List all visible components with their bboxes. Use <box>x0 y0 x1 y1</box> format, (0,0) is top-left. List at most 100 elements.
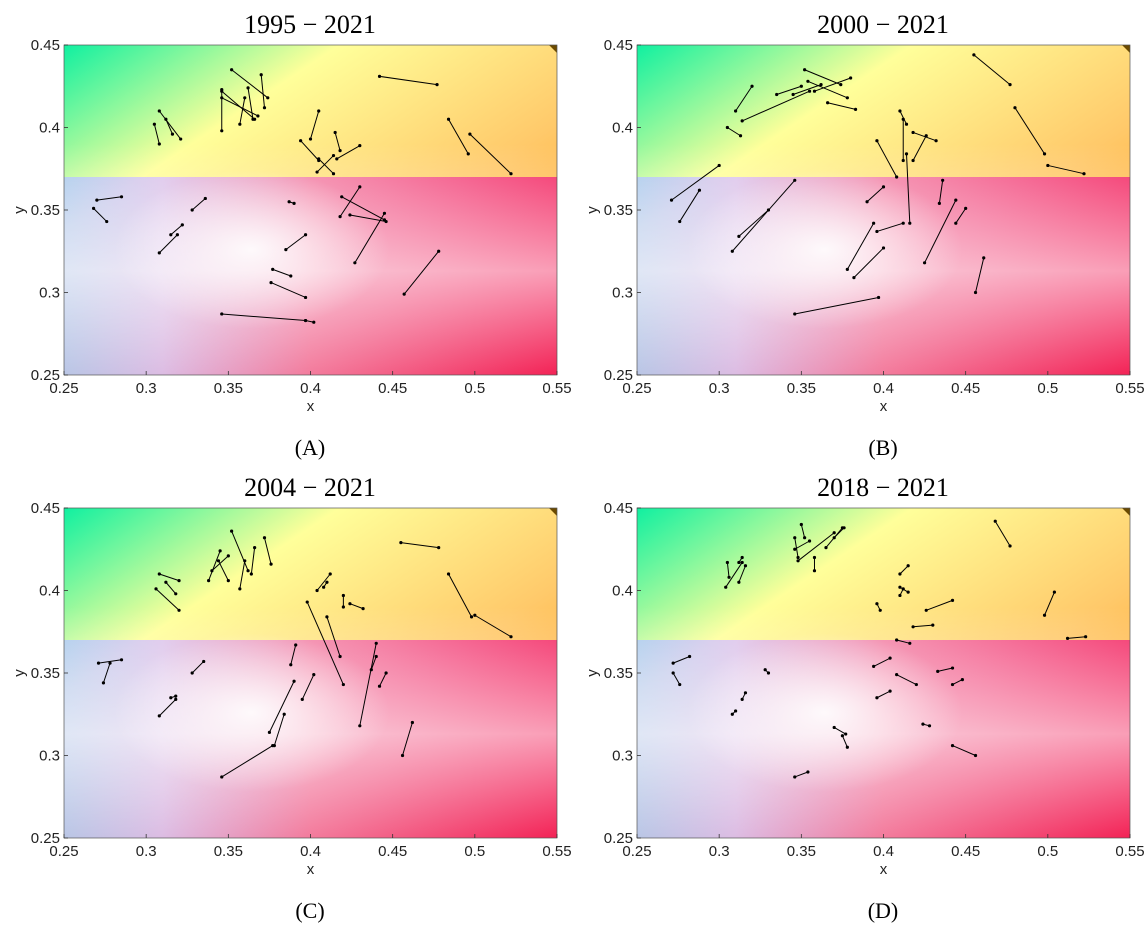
end-point <box>687 654 692 659</box>
start-point <box>468 132 472 136</box>
start-point <box>358 724 362 728</box>
end-point <box>793 178 797 182</box>
end-point <box>338 654 342 659</box>
shift-line <box>191 198 206 211</box>
shift-line <box>231 530 249 571</box>
shift-vector <box>921 722 932 728</box>
start-point <box>865 200 869 204</box>
shift-line <box>469 133 512 175</box>
start-point <box>91 206 96 210</box>
shift-vector <box>936 666 955 673</box>
shift-line <box>672 672 681 685</box>
shift-line <box>924 199 957 264</box>
start-point <box>895 638 899 642</box>
end-point <box>832 531 836 535</box>
y-tick-label: 0.25 <box>31 367 60 384</box>
start-point <box>300 697 304 701</box>
shift-vector <box>950 678 964 687</box>
shift-vector <box>358 641 378 728</box>
end-point <box>853 107 858 111</box>
start-point <box>377 74 382 78</box>
x-tick-label: 0.35 <box>214 380 243 397</box>
end-point <box>881 185 886 189</box>
end-point <box>876 295 881 300</box>
start-point <box>299 139 303 143</box>
shift-line <box>873 657 891 667</box>
x-tick-label: 0.35 <box>787 380 816 397</box>
y-tick-label: 0.4 <box>39 583 60 600</box>
end-point <box>175 233 179 237</box>
shift-line <box>158 234 178 254</box>
x-tick-label: 0.5 <box>1037 843 1058 860</box>
end-point <box>807 539 812 543</box>
shift-vector <box>678 188 702 224</box>
y-tick-label: 0.4 <box>612 583 633 600</box>
start-point <box>348 213 352 217</box>
shift-vector <box>671 654 692 665</box>
shift-vector <box>832 526 846 540</box>
shift-line <box>776 85 802 95</box>
shift-vector <box>230 68 270 100</box>
x-tick-label: 0.55 <box>1115 843 1144 860</box>
shift-line <box>370 656 377 670</box>
start-point <box>317 157 321 161</box>
end-point <box>766 671 771 675</box>
start-point <box>1042 613 1047 617</box>
start-point <box>954 221 958 225</box>
end-point <box>361 607 365 611</box>
start-point <box>157 714 161 718</box>
end-point <box>338 149 342 153</box>
shift-vector <box>763 668 771 675</box>
start-point <box>737 580 741 584</box>
end-point <box>358 144 362 148</box>
end-point <box>743 691 748 695</box>
start-point <box>315 588 319 593</box>
shift-line <box>379 75 438 86</box>
end-point <box>901 221 905 225</box>
shift-vector <box>812 76 853 93</box>
shift-line <box>379 672 387 687</box>
start-point <box>164 580 168 584</box>
shift-line <box>448 573 472 618</box>
chart-c: 2004 − 2021 (C) 0.25 0.3 0.35 0.4 0.45 0.5 0.5… <box>11 473 572 923</box>
start-point <box>340 195 344 199</box>
axes: 0.25 0.3 0.35 0.4 0.45 0.5 0.55 0.25 0.3 0.35 0.4 0… <box>584 37 1145 415</box>
start-point <box>230 529 234 533</box>
shift-vector <box>238 559 247 591</box>
y-tick-label: 0.3 <box>39 748 60 765</box>
start-point <box>737 560 741 565</box>
end-point <box>246 86 250 90</box>
shift-vector <box>287 200 296 205</box>
end-point <box>950 666 955 670</box>
start-point <box>669 198 674 202</box>
end-point <box>203 196 207 201</box>
shift-line <box>316 155 334 173</box>
start-point <box>220 312 224 316</box>
start-point <box>911 130 915 135</box>
shift-line <box>804 69 841 86</box>
shift-vector <box>669 163 721 202</box>
start-point <box>269 281 273 285</box>
start-point <box>812 569 817 573</box>
shift-vector <box>333 130 342 153</box>
start-point <box>333 130 337 135</box>
panel-label: (A) <box>295 435 326 460</box>
shift-vector <box>737 564 748 584</box>
start-point <box>308 137 313 141</box>
shift-line <box>800 524 806 538</box>
end-point <box>410 720 414 725</box>
chart-panel-c: 2004 − 2021 (C) 0.25 0.3 0.35 0.4 0.45 0.5 0.5… <box>0 463 573 926</box>
chart-panel-b: 2000 − 2021 (B) 0.25 0.3 0.35 0.4 0.45 0.5 0.5… <box>573 0 1146 463</box>
start-point <box>335 157 339 161</box>
chart-title: 2000 − 2021 <box>817 10 949 39</box>
start-point <box>95 198 99 202</box>
start-point <box>895 673 899 677</box>
shift-vector <box>832 725 848 736</box>
y-tick-label: 0.35 <box>604 665 633 682</box>
shift-line <box>102 662 111 684</box>
shift-vector <box>793 539 812 551</box>
shift-vector <box>895 673 918 687</box>
start-point <box>369 668 373 672</box>
end-point <box>509 635 513 639</box>
start-point <box>1065 636 1070 640</box>
